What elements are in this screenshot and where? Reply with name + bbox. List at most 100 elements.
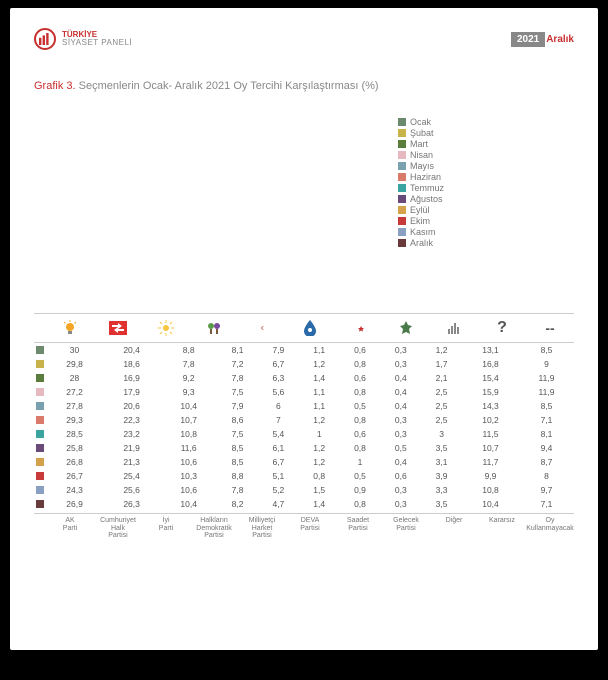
party-icon-mhp — [238, 314, 286, 342]
cell: 8,5 — [217, 441, 258, 455]
cell: 0,5 — [380, 441, 421, 455]
cell: 0,5 — [340, 399, 381, 413]
cell: 6,7 — [258, 357, 299, 371]
cell: 1,1 — [299, 343, 340, 357]
legend-label: Haziran — [410, 172, 441, 182]
cell: 9,7 — [519, 483, 574, 497]
legend-item: Ağustos — [398, 194, 444, 204]
cell: 1,2 — [299, 413, 340, 427]
cell: 7,2 — [217, 357, 258, 371]
row-swatch — [36, 402, 44, 410]
legend-label: Temmuz — [410, 183, 444, 193]
table-row: 27,820,610,47,961,10,50,42,514,38,5 — [34, 399, 574, 413]
cell: 0,3 — [380, 413, 421, 427]
cell: 27,2 — [46, 385, 103, 399]
row-swatch — [36, 416, 44, 424]
party-icon-diger — [430, 314, 478, 342]
legend-item: Şubat — [398, 128, 444, 138]
cell: 7,5 — [217, 385, 258, 399]
cell: 9,2 — [160, 371, 217, 385]
legend-item: Aralık — [398, 238, 444, 248]
cell: 8,8 — [217, 469, 258, 483]
cell: 1,2 — [299, 357, 340, 371]
cell: 10,7 — [462, 441, 519, 455]
table-row: 26,725,410,38,85,10,80,50,63,99,98 — [34, 469, 574, 483]
cell: 25,4 — [103, 469, 160, 483]
cell: 25,8 — [46, 441, 103, 455]
row-swatch — [36, 360, 44, 368]
party-icon-deva — [286, 314, 334, 342]
party-label-akp: AKParti — [46, 517, 94, 540]
cell: 10,4 — [160, 399, 217, 413]
party-label-iyi: İyiParti — [142, 517, 190, 540]
cell: 1 — [340, 455, 381, 469]
party-icon-chp — [94, 314, 142, 342]
table-row: 27,217,99,37,55,61,10,80,42,515,911,9 — [34, 385, 574, 399]
cell: 22,3 — [103, 413, 160, 427]
cell: 1,4 — [299, 497, 340, 511]
cell: 11,5 — [462, 427, 519, 441]
cell: 8,6 — [217, 413, 258, 427]
data-table: 3020,48,88,17,91,10,60,31,213,18,529,818… — [34, 343, 574, 511]
cell: 3,5 — [421, 441, 462, 455]
cell: 2,5 — [421, 413, 462, 427]
legend-item: Mayıs — [398, 161, 444, 171]
legend-label: Şubat — [410, 128, 434, 138]
table-row: 2816,99,27,86,31,40,60,42,115,411,9 — [34, 371, 574, 385]
cell: 3,3 — [421, 483, 462, 497]
legend-swatch — [398, 173, 406, 181]
cell: 26,8 — [46, 455, 103, 469]
table-row: 29,818,67,87,26,71,20,80,31,716,89 — [34, 357, 574, 371]
legend-item: Temmuz — [398, 183, 444, 193]
cell: 7,9 — [217, 399, 258, 413]
table-row: 26,821,310,68,56,71,210,43,111,78,7 — [34, 455, 574, 469]
cell: 5,1 — [258, 469, 299, 483]
row-swatch — [36, 444, 44, 452]
chart-title: Grafik 3. Seçmenlerin Ocak- Aralık 2021 … — [34, 80, 574, 92]
cell: 8,5 — [519, 343, 574, 357]
title-text: Seçmenlerin Ocak- Aralık 2021 Oy Tercihi… — [79, 80, 379, 92]
legend-swatch — [398, 239, 406, 247]
party-icon-akp — [46, 314, 94, 342]
cell: 15,9 — [462, 385, 519, 399]
party-icon-saadet — [334, 314, 382, 342]
cell: 29,3 — [46, 413, 103, 427]
legend-item: Ekim — [398, 216, 444, 226]
cell: 8,5 — [519, 399, 574, 413]
party-label-deva: DEVAPartisi — [286, 517, 334, 540]
party-icon-iyi — [142, 314, 190, 342]
cell: 3 — [421, 427, 462, 441]
cell: 7,8 — [217, 371, 258, 385]
cell: 1,7 — [421, 357, 462, 371]
party-icon-kararsiz: ? — [478, 314, 526, 342]
cell: 7,5 — [217, 427, 258, 441]
party-label-diger: Diğer — [430, 517, 478, 540]
cell: 26,9 — [46, 497, 103, 511]
legend-swatch — [398, 162, 406, 170]
cell: 0,6 — [380, 469, 421, 483]
cell: 17,9 — [103, 385, 160, 399]
legend-item: Ocak — [398, 117, 444, 127]
cell: 1,2 — [299, 455, 340, 469]
cell: 2,5 — [421, 385, 462, 399]
cell: 2,1 — [421, 371, 462, 385]
cell: 18,6 — [103, 357, 160, 371]
cell: 0,8 — [340, 357, 381, 371]
cell: 10,4 — [462, 497, 519, 511]
table-row: 29,322,310,78,671,20,80,32,510,27,1 — [34, 413, 574, 427]
cell: 8,1 — [217, 343, 258, 357]
cell: 3,5 — [421, 497, 462, 511]
legend-label: Mart — [410, 139, 428, 149]
row-swatch — [36, 486, 44, 494]
legend-swatch — [398, 195, 406, 203]
legend-item: Mart — [398, 139, 444, 149]
cell: 10,3 — [160, 469, 217, 483]
legend-label: Ekim — [410, 216, 430, 226]
cell: 9,9 — [462, 469, 519, 483]
table-row: 24,325,610,67,85,21,50,90,33,310,89,7 — [34, 483, 574, 497]
cell: 10,7 — [160, 413, 217, 427]
party-icons-row: ?-- — [34, 313, 574, 343]
legend-label: Ağustos — [410, 194, 443, 204]
cell: 6,7 — [258, 455, 299, 469]
cell: 0,3 — [380, 343, 421, 357]
